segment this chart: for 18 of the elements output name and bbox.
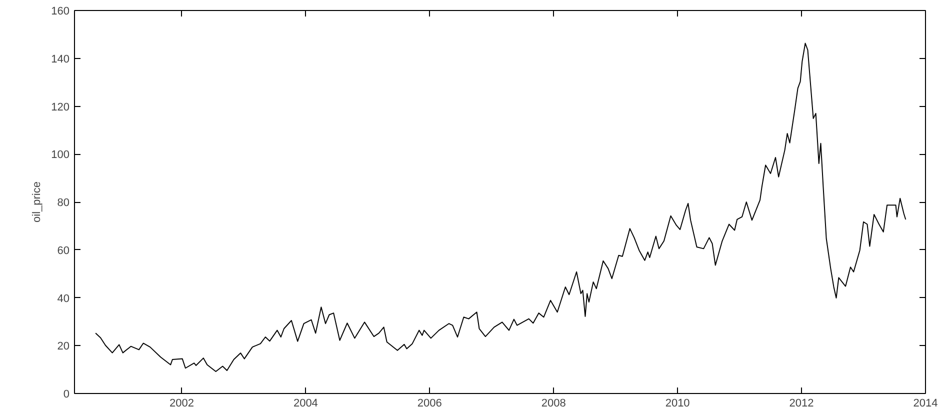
y-tick-label: 40 bbox=[57, 292, 70, 305]
line-series bbox=[95, 42, 906, 372]
y-tick-label: 80 bbox=[57, 197, 70, 209]
y-tick-label: 160 bbox=[51, 6, 70, 18]
x-tick-label: 2004 bbox=[293, 398, 318, 410]
y-tick-label: 140 bbox=[51, 53, 70, 66]
y-tick-label: 60 bbox=[57, 244, 70, 257]
y-axis-title: oil_price bbox=[31, 182, 44, 222]
x-tick-label: 2006 bbox=[417, 398, 442, 410]
x-tick-label: 2014 bbox=[913, 398, 938, 410]
y-tick-label: 120 bbox=[51, 101, 70, 114]
x-tick-label: 2002 bbox=[169, 398, 194, 410]
y-tick-label: 20 bbox=[57, 340, 70, 353]
y-tick-label: 0 bbox=[63, 388, 70, 400]
y-tick-label: 100 bbox=[51, 149, 70, 162]
x-tick-label: 2010 bbox=[665, 398, 690, 410]
x-tick-label: 2012 bbox=[789, 398, 814, 410]
x-tick-label: 2008 bbox=[541, 398, 566, 410]
